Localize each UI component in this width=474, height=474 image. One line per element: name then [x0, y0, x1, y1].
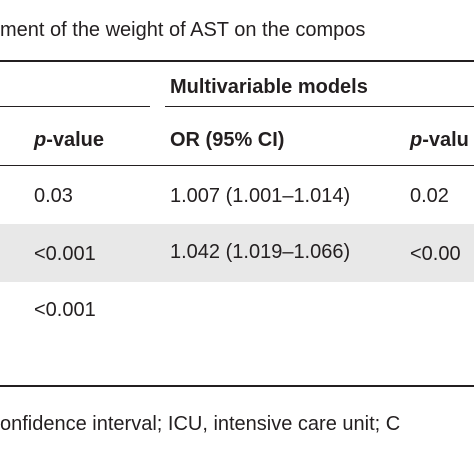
column-header: p-valu	[410, 128, 469, 152]
top-rule	[0, 60, 474, 62]
column-header-text: -value	[46, 129, 105, 151]
cell: <0.001	[34, 243, 96, 265]
footnote: onfidence interval; ICU, intensive care …	[0, 413, 401, 435]
column-header: OR (95% CI)	[170, 129, 285, 151]
bottom-rule	[0, 385, 474, 387]
row-shade	[0, 224, 474, 282]
column-header-text: -valu	[422, 129, 469, 151]
cell: 1.042 (1.019–1.066)	[170, 241, 351, 263]
group-rule	[165, 106, 474, 107]
cell: <0.00	[410, 243, 461, 265]
header-rule	[0, 165, 474, 166]
cell: 0.03	[34, 185, 73, 207]
italic-p: p	[34, 129, 47, 151]
column-header: p-value	[34, 128, 104, 152]
table-title: ment of the weight of AST on the compos	[0, 19, 366, 41]
group-rule-left	[0, 106, 150, 107]
column-group-header: Multivariable models	[170, 76, 368, 98]
cell: 0.02	[410, 185, 449, 207]
cell: <0.001	[34, 299, 96, 321]
italic-p: p	[410, 129, 423, 151]
cell: 1.007 (1.001–1.014)	[170, 185, 351, 207]
